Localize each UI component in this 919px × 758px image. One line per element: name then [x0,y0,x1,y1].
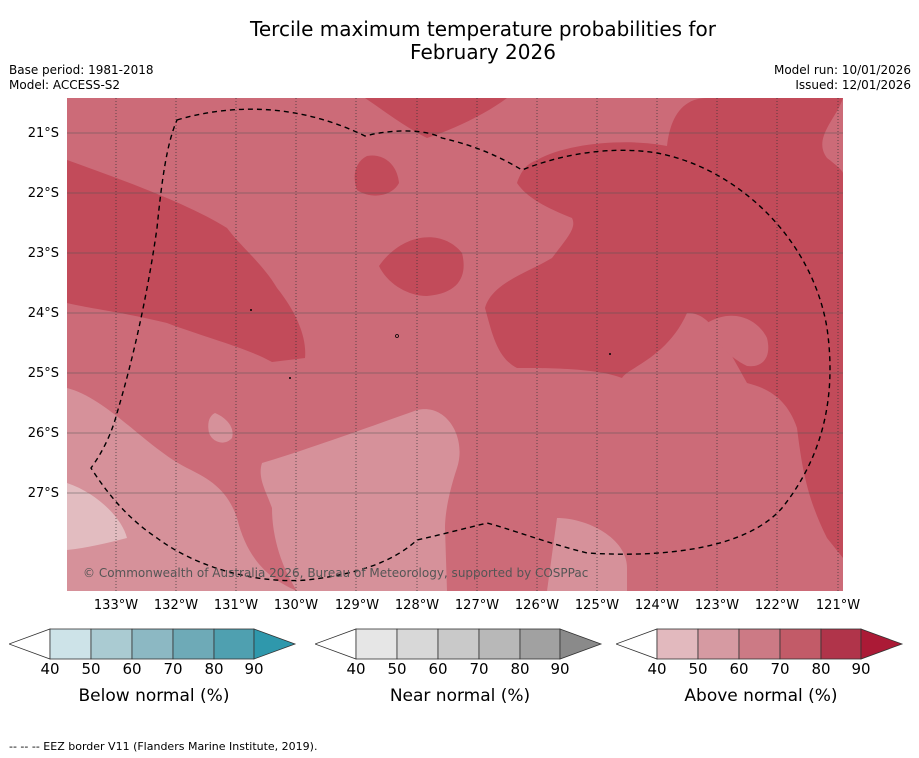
lat-label-25s: 25°S [27,366,59,381]
region-above-70-center [379,237,464,296]
model-run: Model run: 10/01/2026 [773,63,911,77]
colorbar-swatch [396,628,439,660]
tick-label: 60 [428,660,448,678]
latitude-gridlines [67,132,843,494]
region-above-50-west [67,388,297,591]
lon-label-122w: 122°W [754,598,800,613]
meta-left: Base period: 1981-2018 Model: ACCESS-S2 [9,63,154,93]
tick-label: 60 [729,660,749,678]
issued-date: Issued: 12/01/2026 [795,78,911,92]
tick-label: 40 [40,660,60,678]
island-dot [289,377,291,379]
lat-label-26s: 26°S [27,426,59,441]
tick-label: 40 [346,660,366,678]
eez-legend: -- -- -- EEZ border V11 (Flanders Marine… [9,740,318,753]
colorbar-arrow-left [7,628,51,660]
lat-label-21s: 21°S [27,126,59,141]
colorbar-arrow-right [559,628,603,660]
tick-label: 50 [688,660,708,678]
colorbar-swatch [355,628,398,660]
colorbar-above-normal: 40 50 60 70 80 90 Above normal (%) [614,628,906,706]
colorbar-swatch [213,628,255,660]
tick-label: 90 [244,660,264,678]
region-above-50-island [208,413,233,443]
lat-label-27s: 27°S [27,486,59,501]
tick-label: 90 [851,660,871,678]
lon-label-125w: 125°W [574,598,620,613]
lon-label-128w: 128°W [394,598,440,613]
colorbar-swatch [656,628,699,660]
tick-label: 70 [469,660,489,678]
region-above-70-small [354,155,399,196]
colorbar-swatch [478,628,521,660]
title-line-2: February 2026 [410,40,556,64]
colorbar-arrow-right [253,628,297,660]
colorbar-above-swatches [614,628,904,660]
copyright-text: © Commonwealth of Australia 2026, Bureau… [83,566,588,580]
region-above-70-west [67,160,306,362]
lon-label-123w: 123°W [694,598,740,613]
colorbar-above-label: Above normal (%) [684,686,838,706]
lon-label-130w: 130°W [273,598,319,613]
lon-label-121w: 121°W [815,598,861,613]
tick-label: 40 [647,660,667,678]
colorbar-swatch [131,628,174,660]
region-above-50-south [547,518,627,591]
lon-label-133w: 133°W [93,598,139,613]
longitude-gridlines [115,98,839,591]
colorbar-swatch [172,628,215,660]
colorbar-swatch [519,628,561,660]
region-above-40-southwest [67,483,127,550]
island-dot [395,334,399,338]
tick-label: 80 [510,660,530,678]
probability-map: © Commonwealth of Australia 2026, Bureau… [67,98,843,591]
tick-label: 80 [811,660,831,678]
lat-label-23s: 23°S [27,246,59,261]
tick-label: 90 [550,660,570,678]
lat-label-24s: 24°S [27,306,59,321]
tick-label: 80 [204,660,224,678]
lat-label-22s: 22°S [27,186,59,201]
tick-label: 50 [387,660,407,678]
model-name: Model: ACCESS-S2 [9,78,121,92]
colorbar-swatch [820,628,862,660]
tick-label: 50 [81,660,101,678]
colorbar-swatch [49,628,92,660]
tick-label: 70 [163,660,183,678]
colorbar-below-swatches [7,628,297,660]
colorbar-swatch [779,628,822,660]
colorbar-swatch [697,628,740,660]
lon-label-132w: 132°W [153,598,199,613]
lon-label-126w: 126°W [514,598,560,613]
tick-label: 60 [122,660,142,678]
meta-right: Model run: 10/01/2026 Issued: 12/01/2026 [774,63,911,93]
island-dot [250,309,252,311]
lon-label-131w: 131°W [213,598,259,613]
colorbar-near-label: Near normal (%) [389,686,531,706]
colorbar-near-normal: 40 50 60 70 80 90 Near normal (%) [313,628,605,706]
lon-label-124w: 124°W [634,598,680,613]
colorbar-swatch [90,628,133,660]
colorbar-arrow-right [860,628,904,660]
region-above-70-east [485,98,843,558]
map-title: Tercile maximum temperature probabilitie… [0,18,919,64]
region-above-50-central [260,409,460,591]
colorbar-arrow-left [313,628,357,660]
region-above-60-east-inset [707,315,769,367]
colorbar-arrow-left [614,628,658,660]
lon-label-127w: 127°W [454,598,500,613]
tick-label: 70 [770,660,790,678]
island-dot [609,353,611,355]
base-period: Base period: 1981-2018 [9,63,154,77]
eez-border [90,108,831,582]
colorbar-below-normal: 40 50 60 70 80 90 Below normal (%) [7,628,299,706]
lon-label-129w: 129°W [334,598,380,613]
colorbar-swatch [437,628,480,660]
colorbar-swatch [738,628,781,660]
colorbar-near-swatches [313,628,603,660]
colorbar-below-label: Below normal (%) [78,686,230,706]
title-line-1: Tercile maximum temperature probabilitie… [250,17,716,41]
region-above-70-north [365,98,507,138]
